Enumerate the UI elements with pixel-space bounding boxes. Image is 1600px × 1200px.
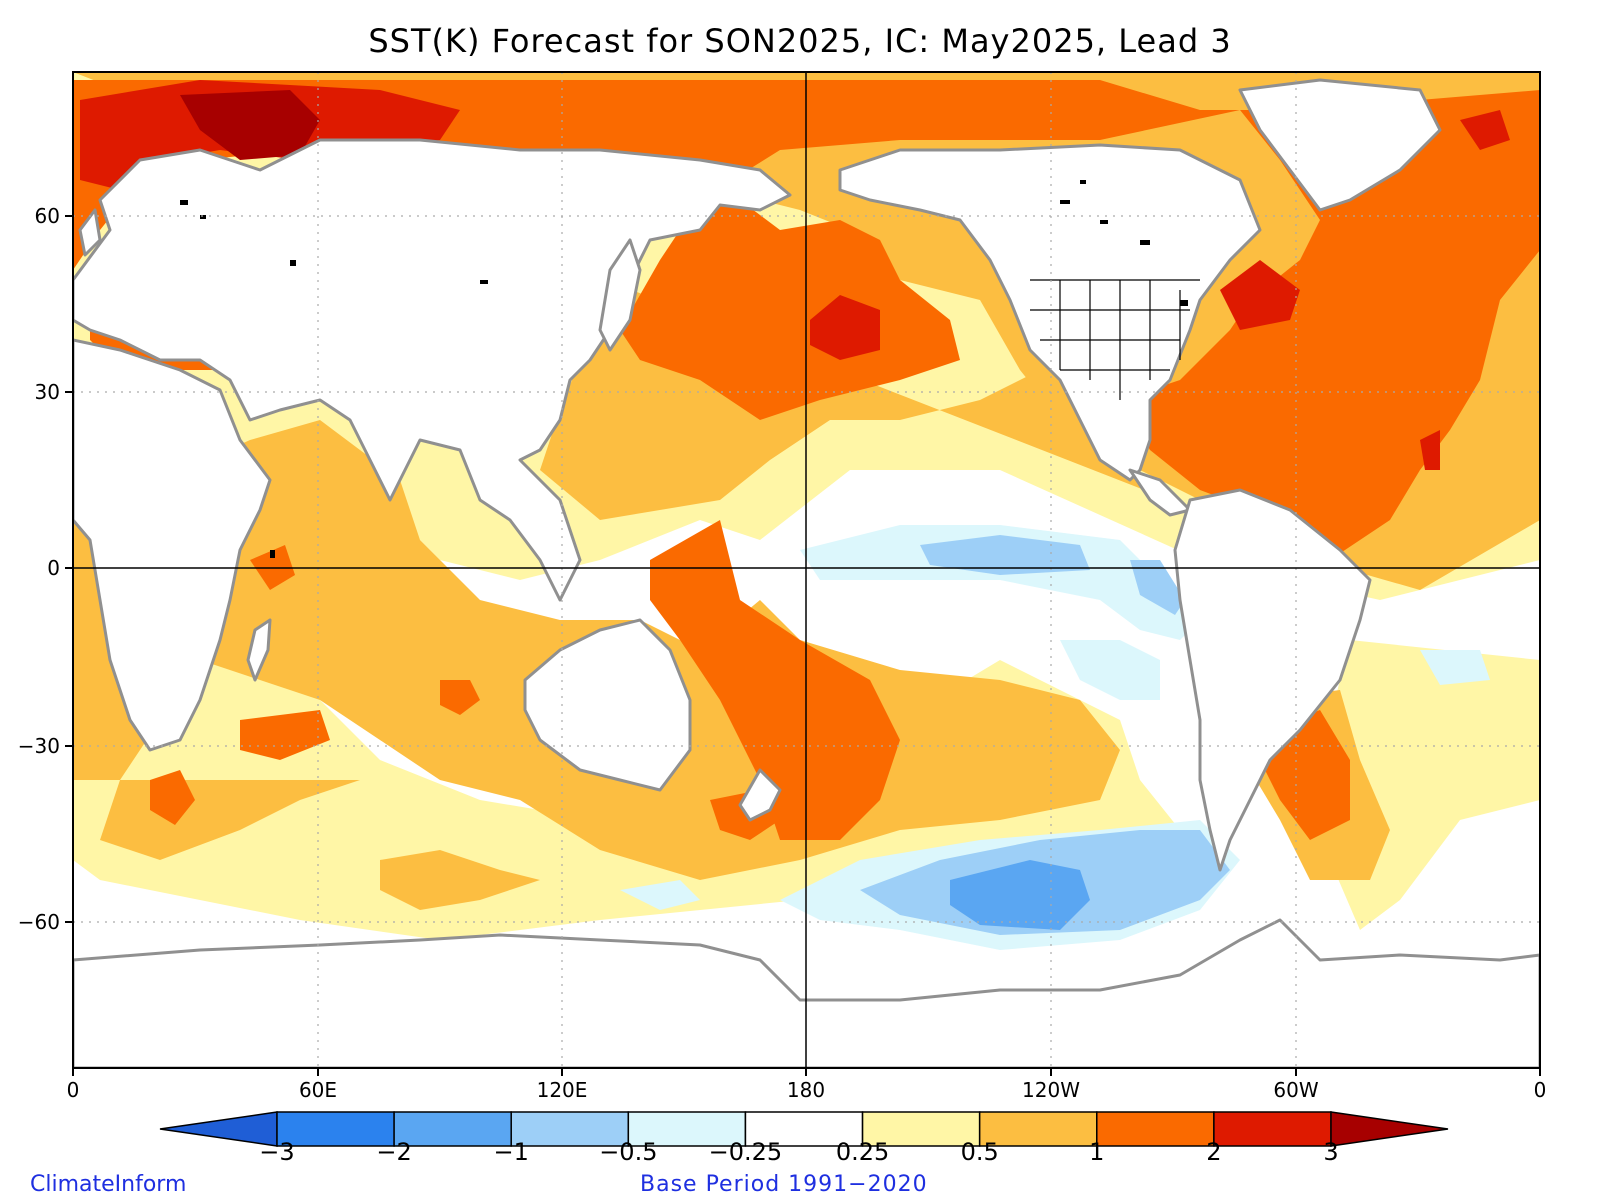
colorbar-segment bbox=[1096, 1111, 1215, 1147]
landmass-greenland bbox=[1238, 78, 1442, 212]
map-title: SST(K) Forecast for SON2025, IC: May2025… bbox=[368, 22, 1232, 60]
us-state-borders bbox=[1030, 279, 1200, 400]
colorbar-segment bbox=[978, 1111, 1098, 1147]
colorbar-tick-label: −2 bbox=[376, 1138, 412, 1166]
credit-label: ClimateInform bbox=[30, 1172, 187, 1197]
colorbar-segment bbox=[510, 1111, 630, 1147]
landmass-antarctica bbox=[73, 918, 1540, 1068]
colorbar-tick-label: 0.25 bbox=[835, 1138, 890, 1166]
anomaly-band-neg1-neg2 bbox=[950, 860, 1090, 930]
colorbar-tick-label: −0.25 bbox=[708, 1138, 783, 1166]
colorbar-tick-label: 2 bbox=[1206, 1138, 1222, 1166]
landmass-uk bbox=[78, 208, 102, 257]
y-tick-label: −30 bbox=[17, 734, 60, 758]
x-tick-label: 0 bbox=[66, 1078, 80, 1102]
x-tick-label: 60W bbox=[1273, 1078, 1319, 1102]
colorbar-segment bbox=[1330, 1111, 1449, 1147]
axis-ticks bbox=[65, 215, 1541, 1076]
colorbar-tick-label: −0.5 bbox=[599, 1138, 658, 1166]
colorbar-tick-label: −1 bbox=[493, 1138, 529, 1166]
gridlines bbox=[73, 72, 1540, 1068]
x-tick-label: 0 bbox=[1533, 1078, 1547, 1102]
landmass-madagascar bbox=[246, 618, 272, 682]
y-tick-label: 60 bbox=[34, 204, 60, 228]
landmass-south-america bbox=[1173, 488, 1372, 872]
continents bbox=[73, 78, 1540, 1068]
landmass-north-america bbox=[838, 143, 1262, 482]
y-tick-label: −60 bbox=[17, 910, 60, 934]
base-period-label: Base Period 1991−2020 bbox=[640, 1172, 928, 1197]
colorbar-segment bbox=[627, 1111, 747, 1147]
x-tick-label: 60E bbox=[298, 1078, 338, 1102]
colorbar-segment bbox=[1213, 1111, 1332, 1147]
anomaly-band-above-3 bbox=[180, 90, 320, 160]
x-tick-label: 120E bbox=[536, 1078, 588, 1102]
x-tick-label: 120W bbox=[1022, 1078, 1080, 1102]
landmass-eurasia bbox=[73, 138, 792, 602]
landmass-africa bbox=[73, 338, 272, 752]
y-tick-label: 30 bbox=[34, 380, 60, 404]
colorbar-segment bbox=[861, 1111, 981, 1147]
colorbar-tick-label: 3 bbox=[1323, 1138, 1339, 1166]
colorbar-tick-label: −3 bbox=[259, 1138, 295, 1166]
colorbar-tick-label: 0.5 bbox=[960, 1138, 999, 1166]
x-tick-label: 180 bbox=[786, 1078, 826, 1102]
colorbar-tick-label: 1 bbox=[1089, 1138, 1105, 1166]
lakes bbox=[180, 180, 1188, 558]
landmass-australia bbox=[523, 618, 692, 792]
colorbar bbox=[159, 1111, 1449, 1147]
y-tick-label: 0 bbox=[47, 556, 60, 580]
colorbar-segment bbox=[744, 1111, 864, 1147]
landmass-new-zealand bbox=[738, 768, 782, 822]
landmass-japan bbox=[598, 238, 642, 352]
